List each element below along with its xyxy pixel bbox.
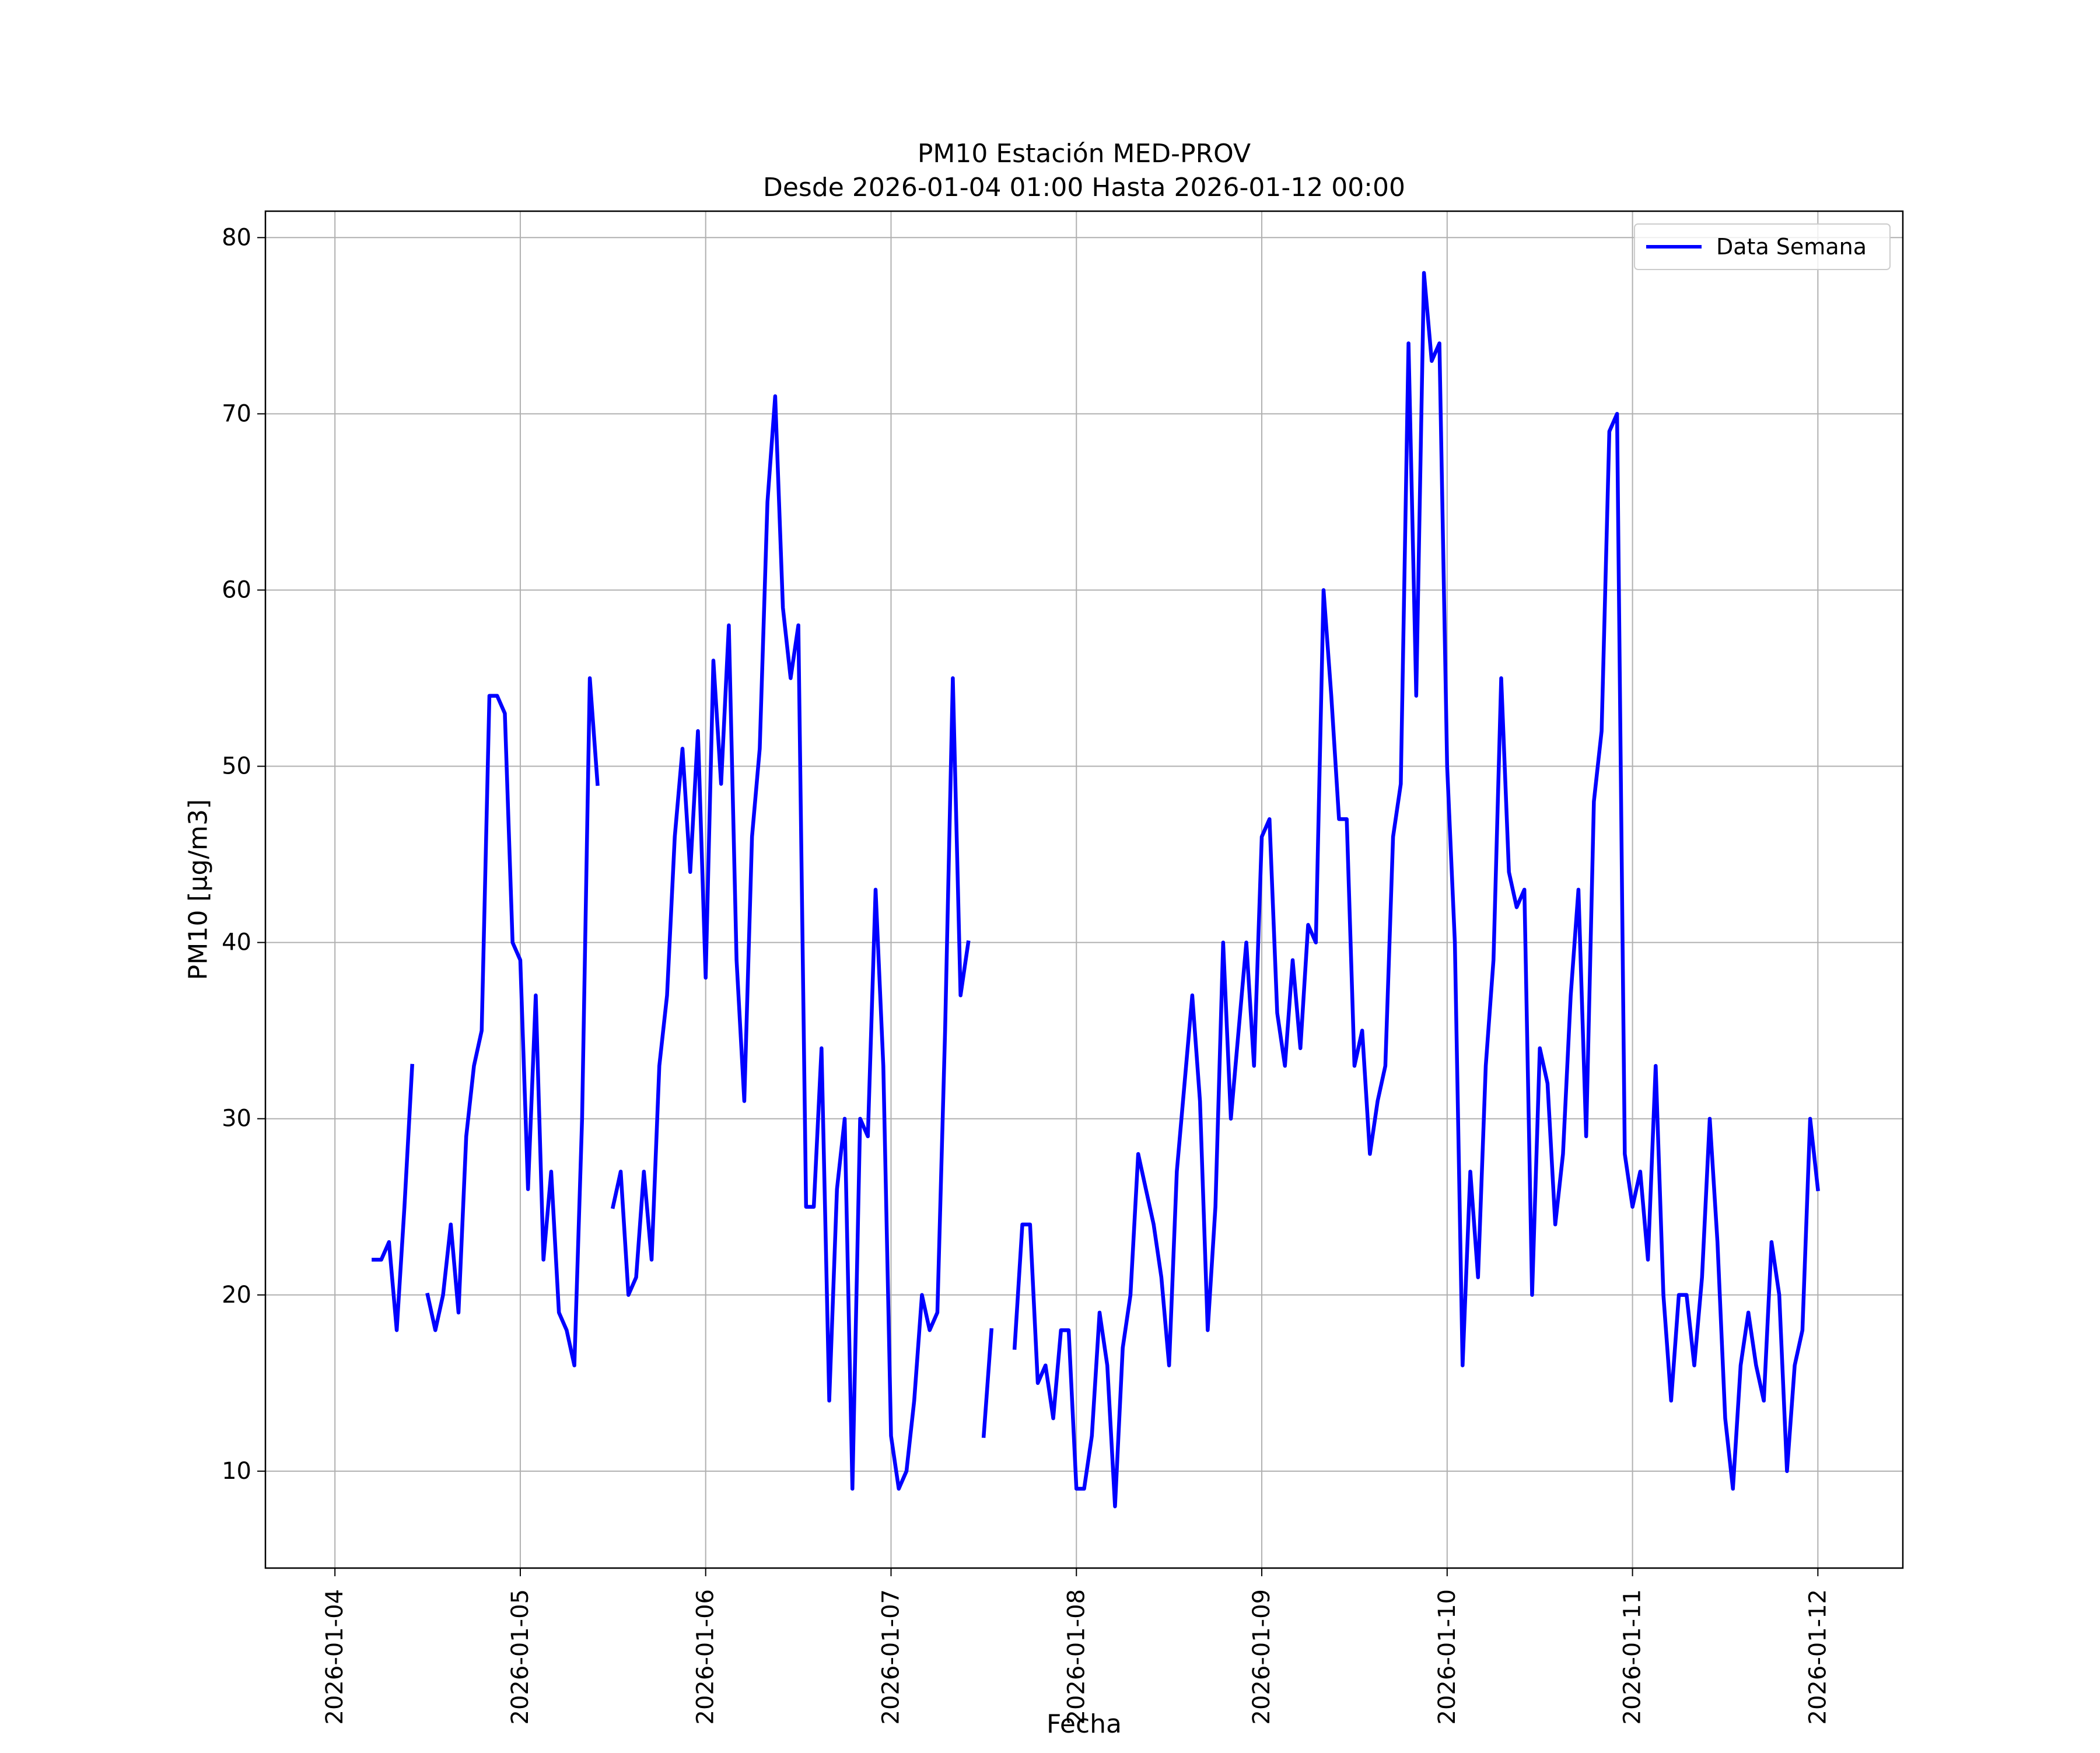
x-tick-label: 2026-01-09 bbox=[1248, 1589, 1275, 1724]
y-tick-label: 10 bbox=[222, 1458, 251, 1485]
series-line-segment bbox=[425, 676, 600, 1367]
legend-box bbox=[1634, 223, 1891, 270]
series-line-segment bbox=[1012, 271, 1820, 1509]
series-layer bbox=[372, 271, 1820, 1509]
y-tick-label: 70 bbox=[222, 400, 251, 427]
y-tick-label: 50 bbox=[222, 753, 251, 780]
x-axis-ticks: 2026-01-04 2026-01-05 2026-01-06 2026-01-07… bbox=[321, 1568, 1831, 1724]
x-tick-label: 2026-01-07 bbox=[877, 1589, 904, 1724]
y-axis-ticks: 10 20 30 40 50 60 70 80 bbox=[222, 224, 265, 1485]
series-line-segment bbox=[610, 394, 971, 1491]
chart-title: PM10 Estación MED-PROV bbox=[918, 139, 1251, 169]
x-tick-label: 2026-01-11 bbox=[1619, 1589, 1646, 1724]
y-axis-label: PM10 [μg/m3] bbox=[184, 799, 214, 980]
x-axis-label: Fecha bbox=[1046, 1709, 1122, 1739]
legend-label: Data Semana bbox=[1716, 234, 1867, 260]
x-tick-label: 2026-01-08 bbox=[1063, 1589, 1090, 1724]
series-line-segment bbox=[981, 1328, 994, 1438]
legend: Data Semana bbox=[1634, 223, 1891, 270]
y-tick-label: 20 bbox=[222, 1282, 251, 1308]
x-tick-label: 2026-01-04 bbox=[321, 1589, 348, 1724]
y-tick-label: 30 bbox=[222, 1105, 251, 1132]
x-tick-label: 2026-01-12 bbox=[1804, 1589, 1831, 1724]
y-tick-label: 40 bbox=[222, 929, 251, 956]
plot-frame bbox=[264, 210, 1904, 1569]
y-tick-label: 60 bbox=[222, 576, 251, 603]
x-tick-label: 2026-01-10 bbox=[1434, 1589, 1461, 1724]
x-tick-label: 2026-01-06 bbox=[692, 1589, 719, 1724]
chart-subtitle: Desde 2026-01-04 01:00 Hasta 2026-01-12 … bbox=[763, 173, 1405, 202]
x-tick-label: 2026-01-05 bbox=[507, 1589, 534, 1724]
y-tick-label: 80 bbox=[222, 224, 251, 251]
series-line-segment bbox=[372, 1063, 414, 1332]
